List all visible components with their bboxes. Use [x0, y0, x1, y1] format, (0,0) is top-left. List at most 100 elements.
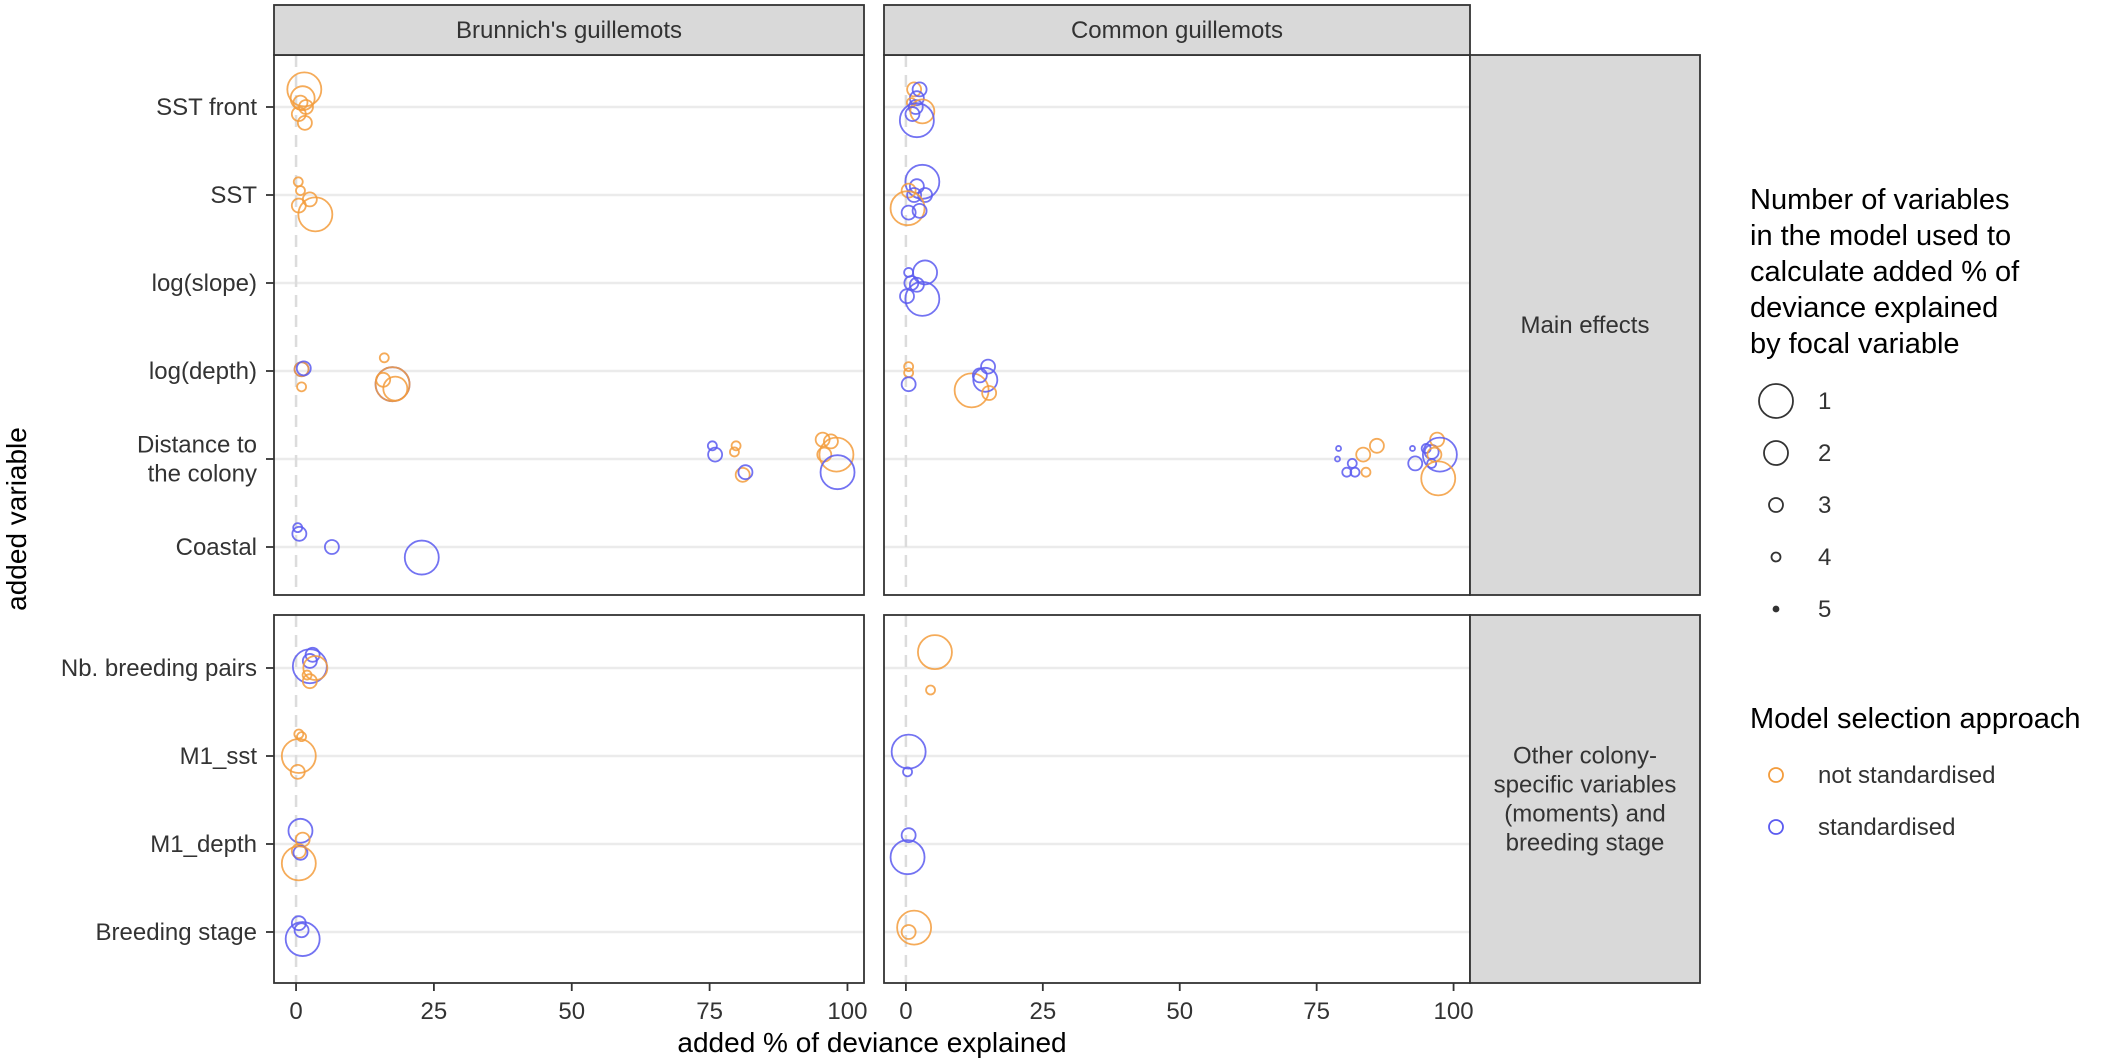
data-point: [889, 839, 926, 876]
data-point: [289, 763, 306, 780]
data-point: [953, 372, 990, 409]
y-tick-label: Nb. breeding pairs: [61, 655, 257, 682]
data-point: [900, 827, 917, 844]
data-point: [301, 653, 318, 669]
data-point: [707, 446, 724, 463]
data-point: [382, 375, 409, 402]
data-point: [1420, 460, 1457, 497]
data-point: [906, 81, 923, 98]
data-point: [295, 185, 306, 197]
size-legend-key: [1770, 551, 1782, 563]
data-point: [296, 114, 313, 131]
data-point: [1407, 455, 1424, 472]
data-point: [286, 71, 323, 108]
data-point: [980, 358, 996, 375]
data-point: [302, 655, 329, 681]
color-legend-key: [1768, 767, 1784, 783]
y-tick-label: Coastal: [176, 534, 257, 561]
data-point: [819, 454, 856, 491]
data-point: [917, 634, 953, 671]
panel-background: [274, 55, 864, 595]
data-point: [911, 81, 928, 98]
y-tick-label: the colony: [148, 461, 257, 488]
facet-strip-column: [883, 4, 1471, 56]
data-point: [323, 539, 340, 555]
data-point: [898, 102, 935, 139]
size-legend-title: Number of variables: [1750, 184, 2010, 216]
facet-strip-label: Brunnich's guillemots: [456, 17, 682, 44]
facet-strip-column: [273, 4, 865, 56]
data-point: [295, 360, 312, 377]
data-point: [818, 436, 855, 473]
data-point: [1368, 437, 1385, 454]
size-legend-title: in the model used to: [1750, 220, 2011, 252]
data-point: [908, 276, 925, 293]
data-point: [1349, 466, 1361, 478]
size-legend-title: deviance explained: [1750, 292, 1998, 324]
data-point: [925, 684, 936, 696]
data-point: [889, 190, 926, 227]
size-legend-label: 3: [1818, 492, 1831, 519]
y-tick-label: log(slope): [152, 270, 257, 297]
x-tick-label: 25: [1029, 998, 1056, 1025]
data-point: [297, 196, 334, 233]
facet-strip-row-label: (moments) and: [1504, 801, 1665, 828]
data-point: [290, 843, 307, 859]
color-legend-label: not standardised: [1818, 762, 1995, 789]
data-point: [899, 288, 915, 305]
x-tick-label: 50: [558, 998, 585, 1025]
data-point: [902, 766, 913, 778]
data-point: [1360, 466, 1372, 478]
y-tick-label: log(depth): [149, 358, 257, 385]
data-point: [706, 440, 718, 452]
data-point: [292, 94, 309, 111]
size-legend-title: by focal variable: [1750, 328, 1960, 360]
x-axis-title: added % of deviance explained: [677, 1027, 1066, 1058]
data-point: [896, 909, 933, 946]
data-point: [280, 738, 317, 774]
x-tick-label: 75: [1303, 998, 1330, 1025]
data-point: [1335, 445, 1342, 452]
size-legend-key: [1763, 440, 1789, 466]
panel-background: [274, 615, 864, 983]
data-point: [1426, 457, 1438, 469]
x-tick-label: 0: [289, 998, 302, 1025]
x-tick-label: 50: [1166, 998, 1193, 1025]
data-point: [296, 731, 307, 743]
data-point: [1334, 455, 1341, 463]
data-point: [906, 187, 923, 203]
facet-strip-row-label: specific variables: [1494, 772, 1677, 799]
size-legend-label: 4: [1818, 544, 1831, 571]
data-point: [972, 366, 999, 393]
x-tick-label: 75: [696, 998, 723, 1025]
y-tick-label: SST front: [156, 94, 257, 121]
x-tick-label: 25: [421, 998, 448, 1025]
size-legend-label: 2: [1818, 440, 1831, 467]
data-point: [730, 440, 742, 452]
color-legend-title: Model selection approach: [1750, 703, 2080, 735]
size-legend-label: 5: [1818, 596, 1831, 623]
data-point: [900, 204, 917, 221]
data-point: [1355, 446, 1372, 463]
data-point: [403, 539, 440, 576]
data-point: [907, 99, 924, 115]
x-tick-label: 0: [899, 998, 912, 1025]
size-legend-title: calculate added % of: [1750, 256, 2020, 288]
x-tick-label: 100: [1434, 998, 1474, 1025]
data-point: [734, 466, 751, 483]
panel-border: [273, 614, 865, 984]
data-point: [904, 106, 921, 122]
data-point: [289, 85, 316, 112]
data-point: [729, 446, 740, 458]
data-point: [301, 673, 318, 690]
facet-strip-row-label: breeding stage: [1506, 830, 1665, 857]
facet-strip-label: Common guillemots: [1071, 17, 1283, 44]
panel-background: [884, 615, 1470, 983]
data-point: [291, 525, 308, 542]
color-legend-label: standardised: [1818, 814, 1955, 841]
x-tick-label: 100: [827, 998, 867, 1025]
size-legend-key: [1772, 605, 1780, 613]
y-axis-title: added variable: [1, 427, 32, 611]
size-legend-key: [1768, 497, 1784, 513]
